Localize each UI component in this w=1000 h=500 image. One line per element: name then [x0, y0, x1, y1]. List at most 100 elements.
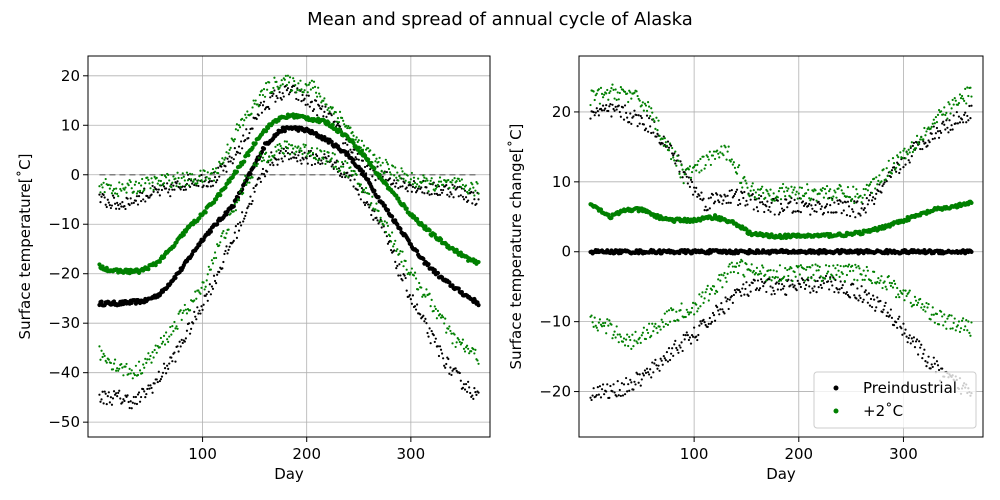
data-point [890, 169, 894, 172]
data-point [722, 274, 725, 277]
data-point [836, 263, 839, 267]
data-point [372, 166, 377, 171]
data-point [208, 177, 211, 180]
data-point [447, 280, 452, 285]
data-point [389, 240, 393, 243]
data-point [158, 346, 161, 349]
data-point [640, 104, 643, 107]
data-point [954, 99, 957, 102]
data-point [188, 309, 192, 312]
data-point [261, 156, 265, 159]
data-point [100, 195, 103, 198]
data-point [295, 91, 298, 94]
data-point [857, 265, 860, 268]
data-point [595, 393, 598, 397]
data-point [882, 168, 885, 171]
data-point [103, 191, 106, 194]
data-point [122, 374, 125, 377]
data-point [258, 93, 261, 97]
data-point [908, 161, 911, 164]
data-point [853, 200, 856, 203]
data-point [868, 304, 872, 307]
data-point [313, 156, 317, 159]
data-point [655, 135, 658, 138]
data-point [285, 83, 289, 87]
data-point [940, 131, 943, 134]
data-point [711, 311, 715, 315]
data-point [185, 171, 189, 174]
data-point [830, 280, 833, 283]
data-point [753, 196, 756, 199]
data-point [964, 87, 967, 90]
data-point [861, 196, 864, 199]
data-point [316, 114, 319, 117]
data-point [645, 109, 649, 112]
data-point [827, 270, 830, 273]
data-point [144, 181, 147, 185]
data-point [622, 383, 626, 386]
data-point [188, 172, 192, 175]
data-point [746, 203, 749, 206]
data-point [201, 180, 204, 183]
data-point [862, 208, 865, 211]
data-point [643, 102, 647, 105]
data-point [163, 367, 167, 370]
data-point [929, 127, 932, 130]
data-point [111, 189, 115, 192]
data-point [721, 202, 724, 205]
data-point [323, 149, 326, 153]
data-point [141, 177, 144, 181]
data-point [771, 286, 774, 289]
data-point [120, 205, 123, 208]
data-point [609, 215, 614, 220]
data-point [328, 110, 331, 113]
data-point [243, 217, 246, 220]
data-point [410, 171, 413, 175]
data-point [312, 108, 316, 111]
data-point [280, 157, 283, 160]
data-point [363, 203, 367, 207]
data-point [853, 278, 856, 281]
data-point [155, 188, 158, 191]
data-point [628, 335, 631, 338]
data-point [691, 301, 695, 304]
data-point [865, 293, 868, 296]
data-point [883, 304, 886, 308]
data-point [648, 105, 651, 108]
data-point [329, 112, 332, 115]
data-point [146, 387, 149, 391]
data-point [401, 279, 404, 282]
data-point [460, 187, 463, 190]
data-point [601, 322, 605, 325]
data-point [793, 186, 796, 189]
data-point [935, 360, 939, 363]
data-point [433, 340, 436, 344]
data-point [355, 158, 358, 161]
data-point [181, 341, 184, 345]
data-point [200, 305, 203, 308]
data-point [157, 179, 160, 182]
data-point [730, 189, 733, 192]
data-point [842, 291, 845, 294]
data-point [921, 303, 924, 306]
data-point [268, 107, 271, 110]
data-point [709, 163, 712, 167]
data-point [196, 306, 199, 309]
data-point [117, 204, 120, 207]
data-point [152, 188, 155, 192]
data-point [719, 279, 722, 282]
data-point [601, 96, 605, 99]
data-point [767, 208, 770, 212]
data-point [317, 161, 320, 164]
data-point [785, 198, 788, 201]
data-point [275, 80, 278, 83]
data-point [697, 159, 700, 163]
data-point [690, 333, 694, 337]
data-point [438, 345, 442, 348]
right-chart-x-tick-label: 100 [680, 445, 709, 463]
data-point [406, 190, 409, 193]
data-point [221, 157, 224, 160]
data-point [276, 163, 279, 166]
data-point [439, 348, 443, 351]
data-point [283, 155, 286, 158]
